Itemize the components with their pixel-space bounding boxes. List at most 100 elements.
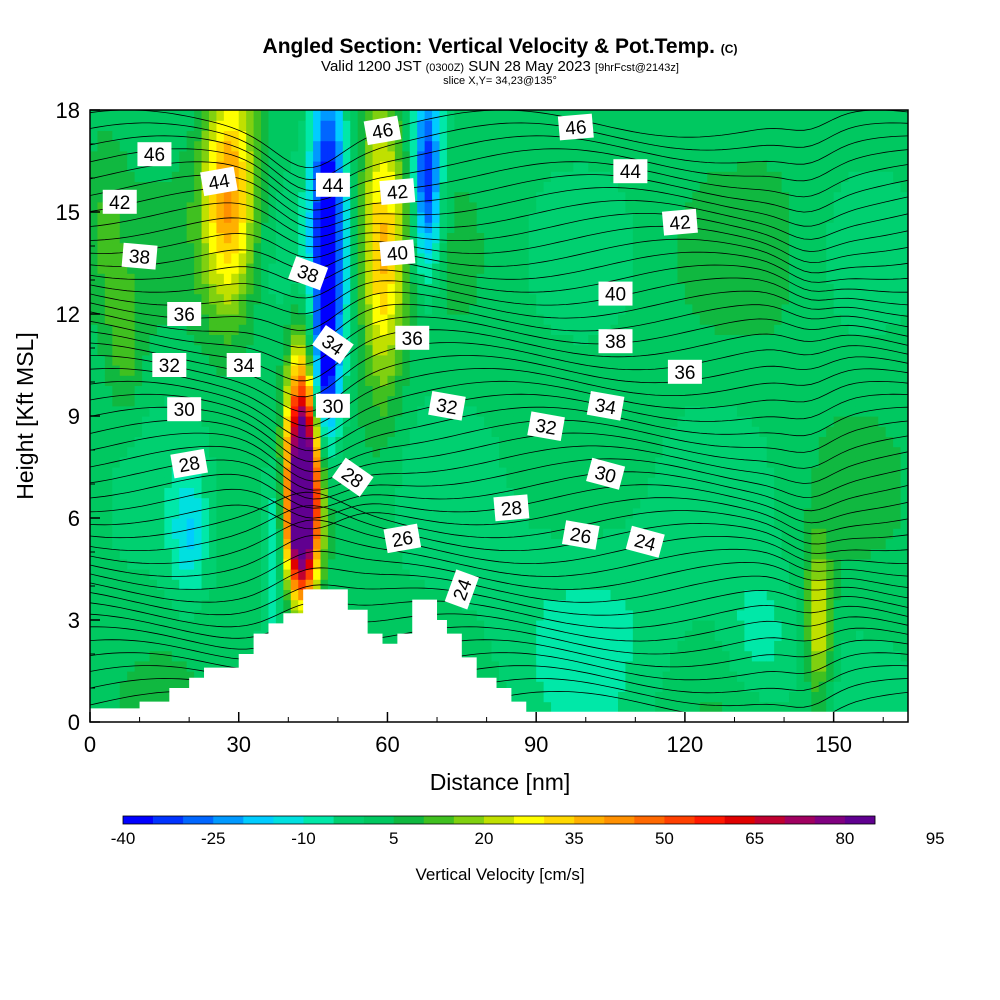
velocity-cell — [424, 375, 433, 386]
velocity-cell — [156, 375, 165, 386]
velocity-cell — [112, 110, 121, 121]
velocity-cell — [387, 344, 396, 356]
velocity-cell — [380, 314, 389, 325]
velocity-cell — [692, 110, 701, 121]
velocity-cell — [551, 232, 560, 244]
velocity-cell — [142, 293, 151, 305]
velocity-cell — [149, 110, 158, 121]
velocity-cell — [565, 416, 574, 427]
velocity-cell — [380, 395, 389, 407]
velocity-cell — [290, 120, 299, 131]
velocity-cell — [97, 630, 106, 641]
velocity-cell — [446, 201, 455, 213]
velocity-cell — [476, 507, 485, 519]
velocity-cell — [149, 528, 158, 539]
velocity-cell — [216, 314, 225, 325]
velocity-cell — [439, 263, 448, 274]
velocity-cell — [484, 569, 493, 580]
velocity-cell — [246, 538, 255, 550]
velocity-cell — [201, 497, 210, 509]
velocity-cell — [208, 222, 218, 233]
velocity-cell — [499, 385, 508, 397]
velocity-cell — [617, 365, 627, 376]
velocity-cell — [528, 609, 537, 621]
velocity-cell — [134, 650, 143, 662]
velocity-cell — [573, 344, 582, 356]
velocity-cell — [588, 416, 597, 427]
velocity-cell — [625, 354, 634, 366]
velocity-cell — [580, 671, 589, 682]
velocity-cell — [699, 283, 708, 295]
velocity-cell — [513, 201, 522, 213]
velocity-cell — [446, 375, 455, 386]
velocity-cell — [476, 456, 485, 468]
velocity-cell — [491, 314, 500, 325]
velocity-cell — [208, 569, 218, 580]
velocity-cell — [662, 548, 671, 560]
velocity-cell — [632, 130, 641, 142]
velocity-cell — [543, 191, 552, 203]
velocity-cell — [127, 436, 136, 448]
velocity-cell — [387, 477, 396, 488]
velocity-cell — [521, 395, 530, 407]
velocity-cell — [223, 538, 232, 550]
velocity-cell — [97, 395, 106, 407]
velocity-cell — [506, 518, 515, 529]
velocity-cell — [573, 365, 582, 376]
velocity-cell — [692, 344, 701, 356]
velocity-cell — [298, 569, 307, 580]
velocity-cell — [134, 548, 143, 560]
velocity-cell — [565, 660, 574, 672]
velocity-cell — [238, 263, 247, 274]
velocity-cell — [186, 222, 195, 233]
velocity-cell — [104, 671, 113, 682]
velocity-cell — [432, 140, 441, 152]
velocity-cell — [164, 191, 173, 203]
velocity-cell — [90, 140, 99, 152]
velocity-cell — [580, 181, 589, 193]
velocity-cell — [186, 558, 195, 570]
velocity-cell — [588, 252, 597, 264]
velocity-cell — [238, 599, 247, 611]
velocity-cell — [484, 334, 493, 346]
velocity-cell — [372, 201, 381, 213]
velocity-cell — [662, 283, 671, 295]
velocity-cell — [595, 354, 604, 366]
velocity-cell — [194, 242, 203, 254]
velocity-cell — [223, 150, 232, 162]
velocity-cell — [156, 344, 165, 356]
velocity-cell — [275, 222, 284, 233]
velocity-cell — [573, 283, 582, 295]
velocity-cell — [499, 416, 508, 427]
velocity-cell — [104, 416, 113, 427]
velocity-cell — [558, 630, 567, 641]
velocity-cell — [149, 191, 158, 203]
velocity-cell — [275, 456, 284, 468]
velocity-cell — [164, 436, 173, 448]
velocity-cell — [149, 201, 158, 213]
velocity-cell — [417, 528, 426, 539]
velocity-cell — [662, 681, 671, 692]
velocity-cell — [521, 385, 530, 397]
velocity-cell — [320, 375, 329, 386]
velocity-cell — [283, 161, 292, 172]
velocity-cell — [186, 273, 195, 284]
velocity-cell — [275, 263, 284, 274]
velocity-cell — [119, 263, 128, 274]
velocity-cell — [439, 212, 448, 223]
velocity-cell — [647, 140, 656, 152]
velocity-cell — [662, 467, 671, 478]
velocity-cell — [231, 140, 240, 152]
velocity-cell — [432, 538, 441, 550]
velocity-cell — [655, 171, 664, 182]
velocity-cell — [692, 609, 701, 621]
velocity-cell — [461, 507, 470, 519]
velocity-cell — [513, 558, 522, 570]
velocity-cell — [290, 181, 299, 193]
velocity-cell — [156, 283, 165, 295]
velocity-cell — [372, 324, 381, 335]
velocity-cell — [513, 242, 522, 254]
velocity-cell — [216, 446, 225, 458]
velocity-cell — [439, 507, 448, 519]
velocity-cell — [201, 599, 210, 611]
